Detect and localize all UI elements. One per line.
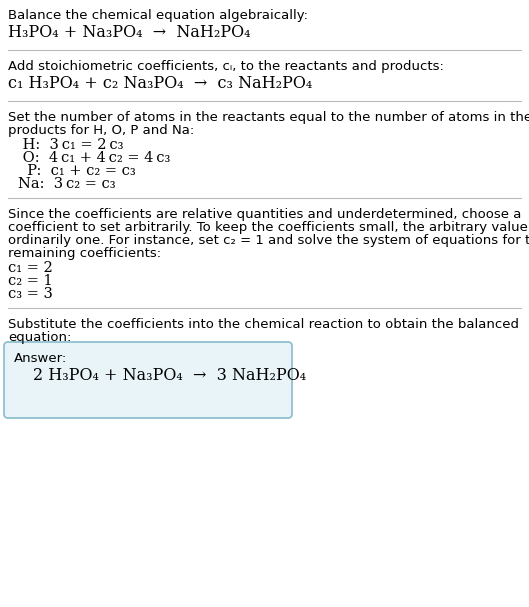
Text: H:  3 c₁ = 2 c₃: H: 3 c₁ = 2 c₃	[18, 138, 123, 152]
Text: equation:: equation:	[8, 331, 71, 344]
Text: Answer:: Answer:	[14, 352, 67, 365]
Text: 2 H₃PO₄ + Na₃PO₄  →  3 NaH₂PO₄: 2 H₃PO₄ + Na₃PO₄ → 3 NaH₂PO₄	[33, 367, 306, 384]
Text: coefficient to set arbitrarily. To keep the coefficients small, the arbitrary va: coefficient to set arbitrarily. To keep …	[8, 221, 529, 234]
FancyBboxPatch shape	[4, 342, 292, 418]
Text: c₁ H₃PO₄ + c₂ Na₃PO₄  →  c₃ NaH₂PO₄: c₁ H₃PO₄ + c₂ Na₃PO₄ → c₃ NaH₂PO₄	[8, 75, 312, 92]
Text: Balance the chemical equation algebraically:: Balance the chemical equation algebraica…	[8, 9, 308, 22]
Text: c₃ = 3: c₃ = 3	[8, 287, 53, 301]
Text: c₂ = 1: c₂ = 1	[8, 274, 52, 288]
Text: Na:  3 c₂ = c₃: Na: 3 c₂ = c₃	[18, 177, 116, 191]
Text: c₁ = 2: c₁ = 2	[8, 261, 53, 275]
Text: Set the number of atoms in the reactants equal to the number of atoms in the: Set the number of atoms in the reactants…	[8, 111, 529, 124]
Text: Substitute the coefficients into the chemical reaction to obtain the balanced: Substitute the coefficients into the che…	[8, 318, 519, 331]
Text: remaining coefficients:: remaining coefficients:	[8, 247, 161, 260]
Text: ordinarily one. For instance, set c₂ = 1 and solve the system of equations for t: ordinarily one. For instance, set c₂ = 1…	[8, 234, 529, 247]
Text: H₃PO₄ + Na₃PO₄  →  NaH₂PO₄: H₃PO₄ + Na₃PO₄ → NaH₂PO₄	[8, 24, 251, 41]
Text: Since the coefficients are relative quantities and underdetermined, choose a: Since the coefficients are relative quan…	[8, 208, 522, 221]
Text: P:  c₁ + c₂ = c₃: P: c₁ + c₂ = c₃	[18, 164, 136, 178]
Text: products for H, O, P and Na:: products for H, O, P and Na:	[8, 124, 194, 137]
Text: Add stoichiometric coefficients, cᵢ, to the reactants and products:: Add stoichiometric coefficients, cᵢ, to …	[8, 60, 444, 73]
Text: O:  4 c₁ + 4 c₂ = 4 c₃: O: 4 c₁ + 4 c₂ = 4 c₃	[18, 151, 170, 165]
